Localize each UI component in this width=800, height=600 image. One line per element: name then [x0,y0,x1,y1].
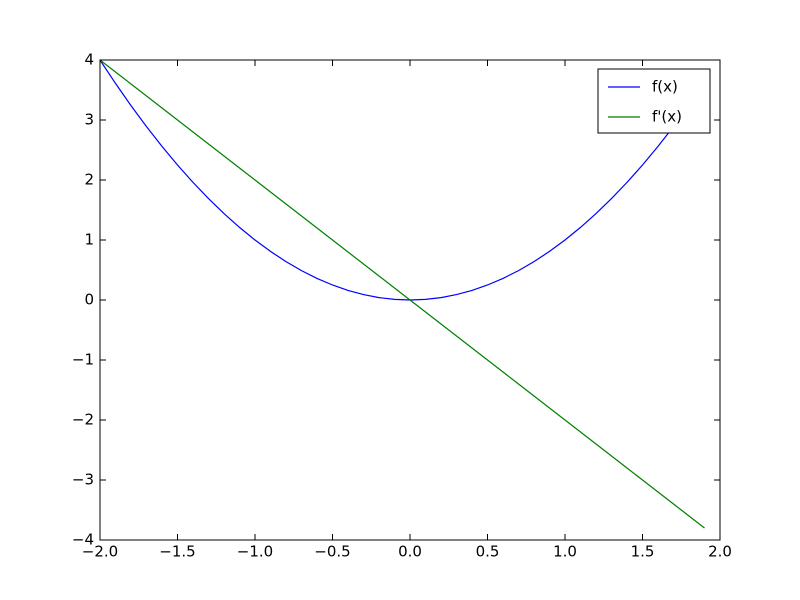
legend-label: f'(x) [652,108,682,126]
y-tick-label: −4 [72,531,94,549]
x-tick-label: 0.5 [476,543,500,561]
y-tick-label: 3 [84,111,94,129]
x-tick-label: −2.0 [82,543,118,561]
plot-lines [100,60,705,529]
legend: f(x) f'(x) [597,68,711,134]
series-line [100,60,705,529]
y-tick-label: 0 [84,291,94,309]
y-tick-label: 1 [84,231,94,249]
x-tick-label: 1.0 [553,543,577,561]
y-tick-label: −1 [72,351,94,369]
x-tick-label: −1.0 [237,543,273,561]
y-tick-label: −2 [72,411,94,429]
legend-label: f(x) [652,78,678,96]
x-tick-label: 0.0 [398,543,422,561]
y-tick-label: 4 [84,51,94,69]
y-tick-label: 2 [84,171,94,189]
legend-box [597,68,711,134]
x-tick-label: 2.0 [708,543,732,561]
axes: −2.0 −1.5 −1.0 −0.5 0.0 0.5 1.0 1.5 2.0 −4 −3 −2 −1 0… [72,51,732,561]
x-tick-label: −1.5 [159,543,195,561]
x-tick-label: −0.5 [314,543,350,561]
series-line [100,60,705,301]
x-tick-label: 1.5 [631,543,655,561]
y-tick-label: −3 [72,471,94,489]
